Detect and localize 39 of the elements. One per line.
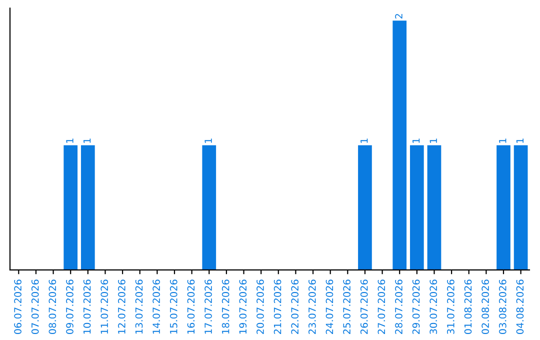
- x-tick-label: 16.07.2026: [187, 280, 195, 334]
- x-tick-label: 27.07.2026: [378, 280, 386, 334]
- x-tick-label: 12.07.2026: [118, 280, 126, 334]
- x-tick-label: 13.07.2026: [135, 280, 143, 334]
- x-tick-label: 14.07.2026: [152, 280, 160, 334]
- data-label: 1: [66, 138, 74, 143]
- x-tick-label: 31.07.2026: [447, 280, 454, 334]
- x-tick-label: 21.07.2026: [274, 280, 282, 334]
- x-tick-label: 10.07.2026: [83, 280, 91, 334]
- x-tick-label: 04.08.2026: [516, 280, 524, 334]
- x-tick-label: 09.07.2026: [66, 280, 74, 334]
- x-tick-label: 22.07.2026: [291, 280, 299, 334]
- x-tick-label: 30.07.2026: [430, 280, 438, 334]
- x-tick-label: 03.08.2026: [498, 280, 506, 334]
- x-tick-label: 19.07.2026: [239, 280, 247, 334]
- x-tick-label: 08.07.2026: [48, 280, 56, 334]
- x-tick-label: 07.07.2026: [31, 280, 39, 334]
- data-label: 1: [516, 138, 524, 143]
- x-tick-label: 15.07.2026: [170, 280, 178, 334]
- x-tick-label: 25.07.2026: [343, 280, 350, 334]
- x-tick-label: 24.07.2026: [326, 280, 334, 334]
- x-tick-label: 18.07.2026: [222, 280, 230, 334]
- x-tick-label: 02.08.2026: [482, 280, 489, 334]
- x-tick-label: 11.07.2026: [100, 280, 108, 334]
- data-label: 1: [412, 138, 420, 143]
- data-label: 1: [499, 138, 506, 143]
- data-label: 1: [84, 138, 91, 143]
- data-label: 1: [430, 138, 437, 143]
- x-tick-label: 28.07.2026: [395, 280, 402, 334]
- x-tick-label: 20.07.2026: [256, 280, 264, 334]
- data-label: 1: [360, 138, 368, 143]
- x-tick-label: 26.07.2026: [360, 280, 368, 334]
- x-tick-label: 17.07.2026: [204, 280, 212, 334]
- data-label: 2: [395, 14, 402, 19]
- x-tick-label: 23.07.2026: [308, 280, 316, 334]
- data-label: 1: [204, 138, 212, 143]
- x-tick-label: 01.08.2026: [464, 280, 472, 334]
- x-tick-label: 06.07.2026: [14, 280, 22, 334]
- x-tick-label: 29.07.2026: [412, 280, 420, 334]
